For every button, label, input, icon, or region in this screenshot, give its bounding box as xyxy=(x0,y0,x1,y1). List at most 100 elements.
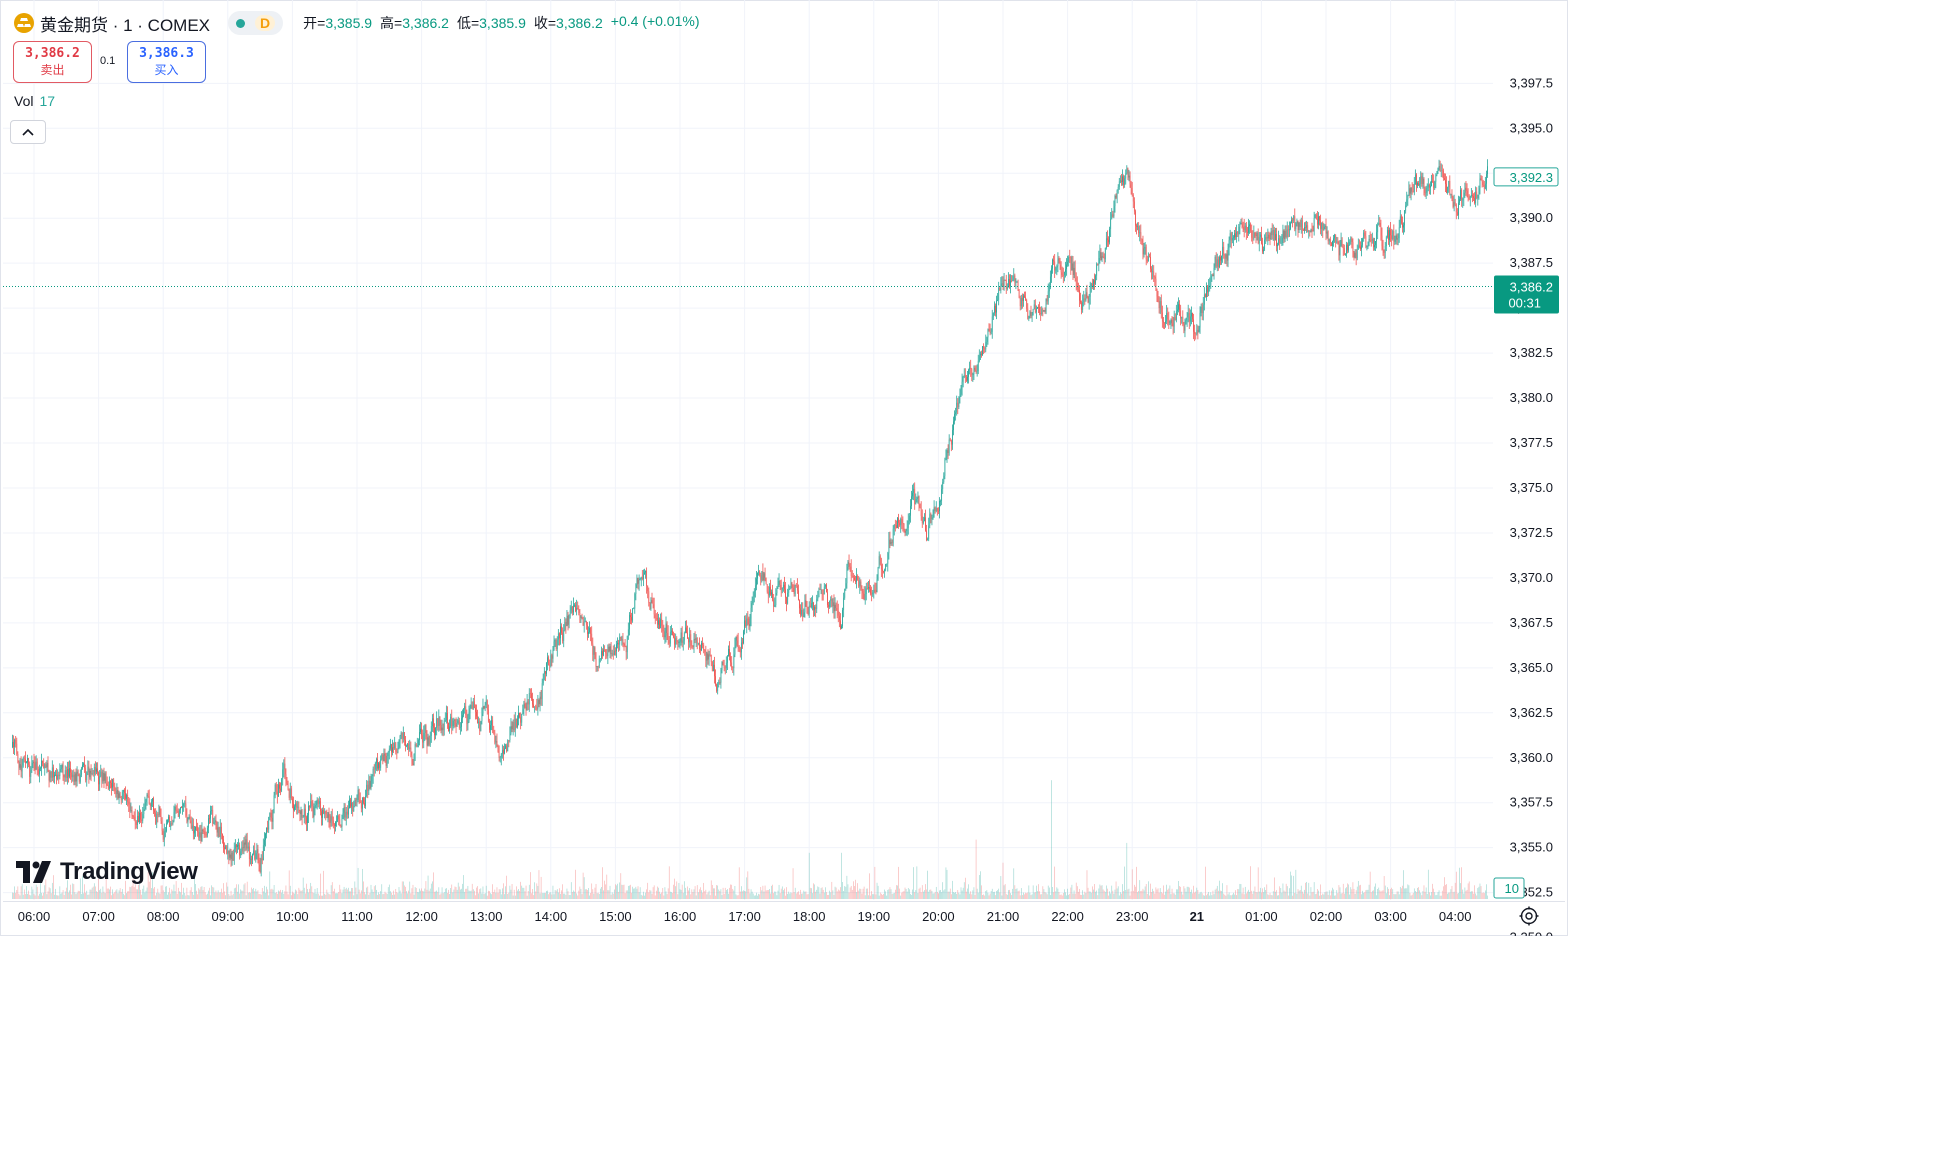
volume-bar xyxy=(1450,889,1452,899)
candle-body xyxy=(641,577,643,580)
candle-body xyxy=(1458,202,1459,216)
candle-body xyxy=(97,768,98,773)
candle-body xyxy=(1108,239,1109,243)
candle-body xyxy=(646,570,648,586)
candle-body xyxy=(42,760,43,764)
volume-bar xyxy=(254,891,256,899)
volume-bar xyxy=(1309,895,1311,899)
candle-body xyxy=(420,728,421,733)
candle-body xyxy=(212,809,214,824)
market-status-pill[interactable]: D xyxy=(228,11,284,35)
volume-bar xyxy=(1207,893,1208,899)
volume-bar xyxy=(618,891,619,899)
candle-body xyxy=(440,725,442,731)
volume-bar xyxy=(1096,890,1097,899)
volume-bar xyxy=(1144,886,1146,899)
candle-body xyxy=(1278,238,1280,245)
chart-settings-icon[interactable] xyxy=(1518,905,1540,927)
collapse-legend-button[interactable] xyxy=(10,120,46,144)
candle-body xyxy=(791,582,793,585)
volume-bar xyxy=(1041,894,1043,899)
candle-body xyxy=(190,820,192,829)
volume-bar xyxy=(1342,883,1344,899)
candle-body xyxy=(1115,195,1117,198)
sell-price: 3,386.2 xyxy=(25,46,80,61)
candle-body xyxy=(1044,310,1046,312)
volume-bar xyxy=(918,888,920,899)
candle-body xyxy=(63,774,65,778)
candle-body xyxy=(1416,174,1417,186)
volume-bar xyxy=(551,894,553,899)
volume-bar xyxy=(749,893,751,899)
volume-bar xyxy=(909,889,910,899)
volume-bar xyxy=(1283,890,1285,899)
volume-bar xyxy=(753,895,755,899)
sell-button[interactable]: 3,386.2 卖出 xyxy=(13,41,92,83)
volume-bar xyxy=(984,895,986,899)
candle-body xyxy=(1468,197,1470,199)
volume-bar xyxy=(1457,893,1458,899)
volume-bar xyxy=(858,890,860,899)
volume-bar xyxy=(1250,866,1251,899)
candle-body xyxy=(85,768,87,781)
candle-body xyxy=(515,718,517,727)
volume-bar xyxy=(925,884,926,899)
volume-bar xyxy=(486,895,488,899)
candle-body xyxy=(794,584,796,594)
volume-bar xyxy=(1368,884,1370,899)
volume-bar xyxy=(1427,869,1429,899)
buy-button[interactable]: 3,386.3 买入 xyxy=(127,41,206,83)
candle-body xyxy=(922,520,924,524)
volume-bar xyxy=(215,890,217,899)
candle-body xyxy=(153,798,154,811)
candle-body xyxy=(887,553,889,564)
candle-body xyxy=(111,783,112,788)
candle-body xyxy=(736,636,738,641)
price-chart[interactable]: 3,397.53,395.03,392.53,390.03,387.53,385… xyxy=(0,0,1568,936)
volume-bar xyxy=(327,892,329,899)
volume-bar xyxy=(717,885,719,899)
volume-bar xyxy=(548,894,549,899)
volume-bar xyxy=(792,868,794,899)
candle-body xyxy=(774,605,776,607)
candle-body xyxy=(1127,168,1129,178)
volume-bar xyxy=(736,895,738,899)
volume-bar xyxy=(1399,886,1401,899)
candle-body xyxy=(359,799,361,803)
candle-body xyxy=(567,615,569,625)
volume-bar xyxy=(989,893,991,899)
candle-body xyxy=(1382,246,1384,250)
candle-body xyxy=(700,649,701,651)
volume-legend[interactable]: Vol 17 xyxy=(14,93,55,109)
candle-body xyxy=(117,789,119,798)
volume-bar xyxy=(73,884,75,899)
volume-bar xyxy=(1054,866,1056,899)
time-axis-label: 03:00 xyxy=(1374,909,1407,924)
candle-body xyxy=(678,642,680,644)
volume-bar xyxy=(538,870,540,899)
candle-body xyxy=(987,329,989,338)
candle-body xyxy=(911,496,912,506)
volume-bar xyxy=(258,893,260,899)
candle-body xyxy=(1195,333,1197,335)
volume-bar xyxy=(1392,889,1394,899)
volume-bar xyxy=(1239,883,1241,899)
volume-bar xyxy=(1235,890,1236,899)
volume-bar xyxy=(318,895,320,899)
candle-body xyxy=(1318,216,1319,225)
candle-body xyxy=(525,706,527,711)
tradingview-logo[interactable]: TradingView xyxy=(16,858,198,886)
volume-bar xyxy=(1132,890,1134,899)
candle-body xyxy=(691,645,693,647)
candle-body xyxy=(1362,238,1363,246)
candle-body xyxy=(1480,178,1482,180)
symbol-title[interactable]: 黄金期货 · 1 · COMEX xyxy=(40,15,211,35)
volume-bar xyxy=(430,883,432,899)
volume-bar xyxy=(1000,876,1002,899)
price-axis-label: 3,390.0 xyxy=(1510,210,1553,225)
volume-bar xyxy=(1401,888,1402,899)
volume-bar xyxy=(1204,895,1205,899)
candle-body xyxy=(1015,282,1017,283)
volume-bar xyxy=(1317,889,1318,899)
candle-body xyxy=(1484,183,1486,189)
